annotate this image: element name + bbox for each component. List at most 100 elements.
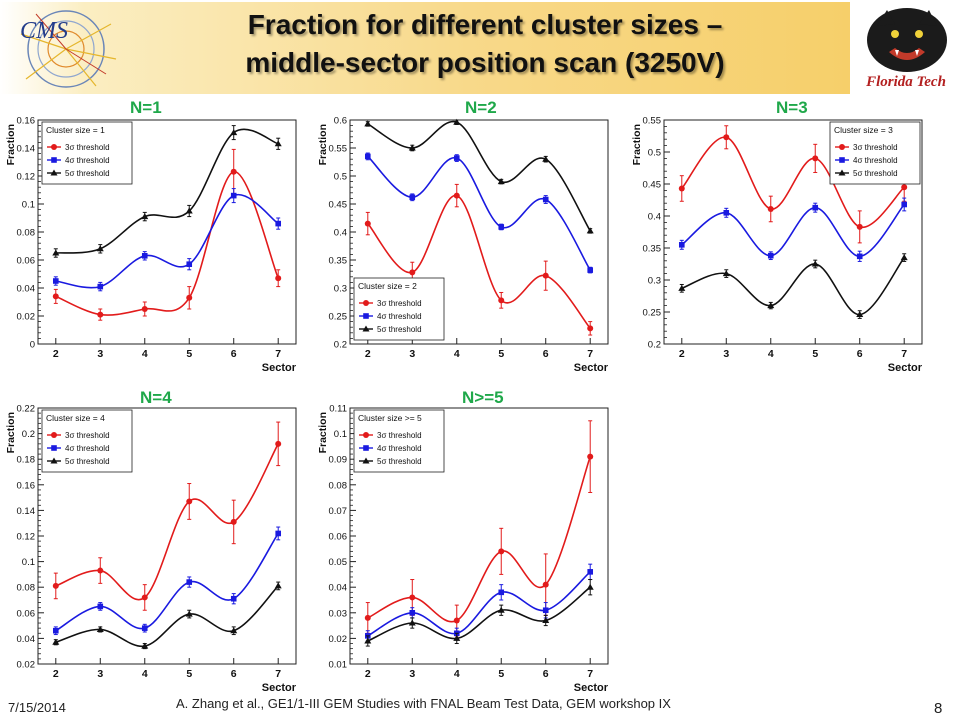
data-point	[97, 603, 104, 610]
x-tick-label: 5	[812, 348, 818, 360]
series-1	[364, 183, 594, 336]
data-point	[542, 616, 550, 623]
y-tick-label: 0.2	[22, 429, 35, 440]
data-point	[275, 530, 282, 537]
series-1	[52, 148, 282, 321]
data-point	[453, 118, 461, 125]
data-point	[900, 254, 908, 261]
y-tick-label: 0.1	[22, 200, 35, 211]
legend-swatch-marker	[838, 169, 846, 176]
legend: Cluster size = 4 3σ threshold 4σ threshold…	[41, 409, 133, 473]
data-point	[364, 614, 371, 621]
data-point	[453, 192, 460, 199]
y-tick-label: 0.11	[329, 404, 347, 415]
data-point	[52, 627, 59, 634]
chart-n3: 0.2 0.25 0.3 0.35 0.4 0.45 0.5 0.55 2 3 4 5 6 7 Sector…	[631, 116, 923, 375]
data-point	[542, 272, 549, 279]
series-3	[52, 125, 282, 258]
y-tick-label: 0.2	[648, 340, 661, 351]
x-tick-label: 2	[365, 668, 371, 680]
y-tick-label: 0.4	[334, 228, 347, 239]
legend-entry: 3σ threshold	[65, 431, 110, 440]
data-point	[52, 582, 59, 589]
florida-tech-logo: Florida Tech	[855, 2, 958, 94]
x-tick-label: 6	[231, 668, 237, 680]
series-3	[364, 579, 594, 647]
y-tick-label: 0.04	[329, 583, 348, 594]
data-point	[96, 245, 104, 252]
legend-swatch-marker	[51, 157, 57, 163]
chart-n5plus: 0.01 0.02 0.03 0.04 0.05 0.06 0.07 0.08 0.09 0.1 0…	[317, 404, 609, 695]
data-point	[767, 302, 775, 309]
y-tick-label: 0.55	[643, 116, 662, 127]
chart-panel-n4: 0.02 0.04 0.06 0.08 0.1 0.12 0.14 0.16 0.18 0.2 0.…	[4, 400, 300, 698]
data-point	[812, 204, 819, 211]
data-point	[186, 294, 193, 301]
series-line	[55, 585, 279, 647]
legend-entry: 3σ threshold	[377, 299, 422, 308]
legend-swatch-marker	[363, 445, 369, 451]
data-point	[453, 155, 460, 161]
legend-swatch-marker	[50, 169, 58, 176]
panel-label-n1: N=1	[130, 98, 162, 117]
data-point	[141, 625, 148, 631]
header-band	[0, 2, 850, 94]
x-axis-label: Sector	[262, 682, 297, 694]
legend-box	[353, 409, 445, 473]
data-point	[678, 284, 686, 291]
x-tick-label: 2	[365, 348, 371, 360]
y-axis-label: Fraction	[317, 124, 329, 165]
legend-swatch-marker	[839, 144, 845, 150]
panel-label-n2: N=2	[465, 98, 497, 117]
series-line	[367, 586, 591, 642]
data-point	[274, 582, 282, 589]
y-tick-label: 0.07	[329, 506, 348, 517]
y-tick-label: 0.14	[17, 506, 36, 517]
y-axis-label: Fraction	[317, 412, 329, 453]
data-point	[52, 249, 60, 256]
data-point	[364, 153, 371, 160]
y-tick-label: 0.22	[17, 404, 36, 415]
legend-entry: 3σ threshold	[377, 431, 422, 440]
data-point	[97, 311, 104, 318]
data-point	[141, 306, 148, 312]
data-point	[856, 311, 864, 318]
series-2	[364, 152, 594, 274]
x-tick-label: 3	[409, 348, 415, 360]
legend-title: Cluster size = 1	[46, 125, 105, 135]
data-point	[52, 638, 60, 645]
data-point	[498, 589, 505, 596]
data-point	[409, 194, 416, 201]
x-tick-label: 5	[498, 348, 504, 360]
data-point	[498, 297, 505, 304]
y-tick-label: 0.6	[334, 116, 347, 127]
chart-n1: 0 0.02 0.04 0.06 0.08 0.1 0.12 0.14 0.16 2 3 4 5 6 7 Se…	[5, 116, 297, 375]
y-tick-label: 0.45	[329, 200, 348, 211]
data-point	[497, 178, 505, 185]
y-tick-label: 0.1	[334, 429, 347, 440]
series-3	[364, 118, 594, 234]
y-tick-label: 0.08	[17, 228, 36, 239]
data-point	[97, 283, 104, 290]
data-point	[186, 261, 193, 267]
legend-entry: 5σ threshold	[65, 457, 110, 466]
y-tick-label: 0.06	[17, 608, 36, 619]
series-1	[52, 421, 282, 611]
data-point	[274, 140, 282, 147]
data-point	[408, 619, 416, 626]
page-number: 8	[934, 700, 943, 717]
data-point	[856, 223, 863, 230]
data-point	[185, 610, 193, 617]
chart-panel-n3: 0.2 0.25 0.3 0.35 0.4 0.45 0.5 0.55 2 3 4 5 6 7 Sector…	[630, 112, 926, 378]
data-point	[97, 567, 104, 574]
x-tick-label: 3	[97, 668, 103, 680]
y-axis-label: Fraction	[5, 412, 17, 453]
data-point	[812, 155, 819, 162]
legend-entry: 4σ threshold	[65, 444, 110, 453]
data-point	[275, 220, 282, 227]
y-tick-label: 0.5	[334, 172, 347, 183]
y-tick-label: 0.04	[17, 634, 36, 645]
legend-entry: 4σ threshold	[377, 312, 422, 321]
y-tick-label: 0.5	[648, 148, 661, 159]
data-point	[141, 253, 148, 259]
